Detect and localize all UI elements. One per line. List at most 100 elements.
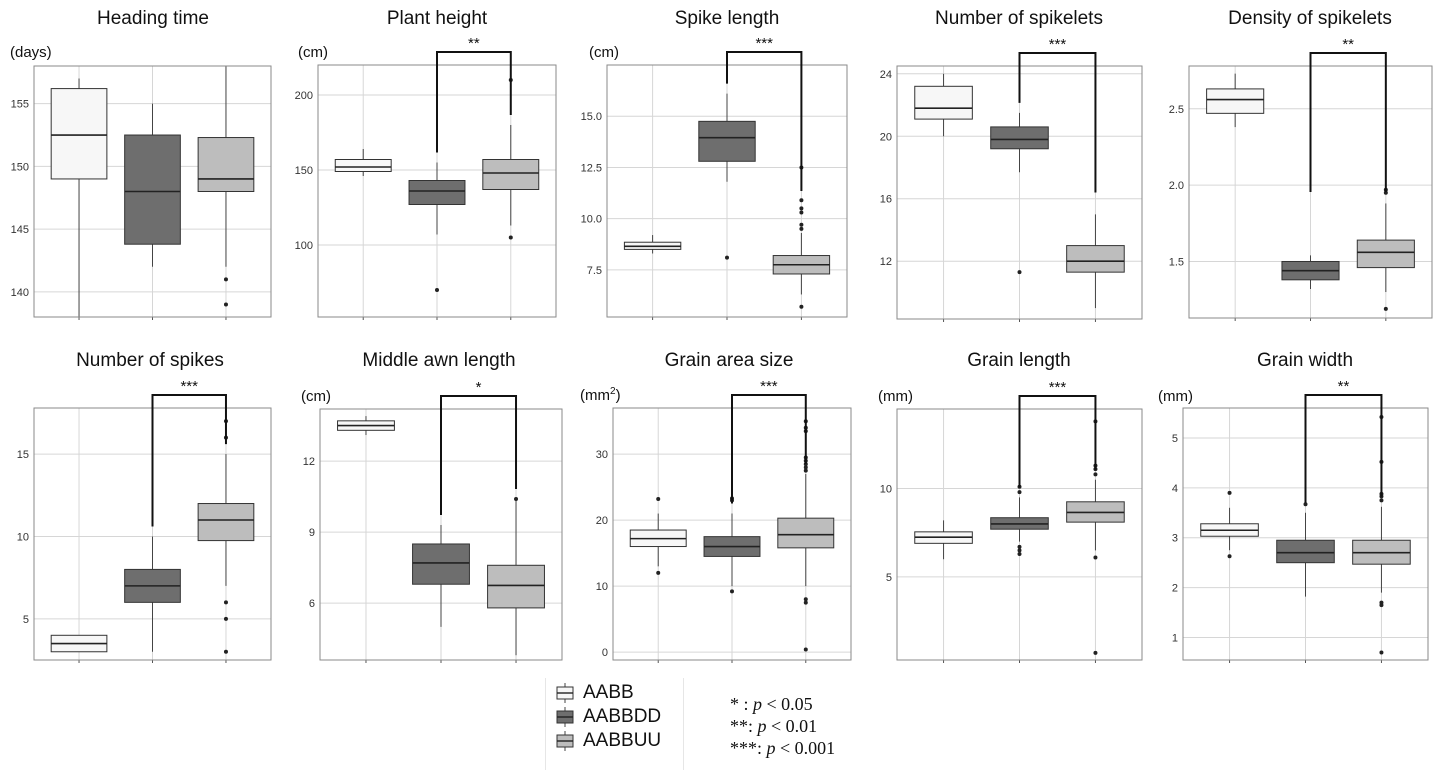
significance-label: *** — [760, 378, 778, 395]
outlier-point — [435, 288, 439, 292]
tick-label-y: 10.0 — [581, 214, 602, 226]
legend-key-aabbdd — [556, 706, 574, 728]
legend-glyph — [556, 707, 574, 727]
outlier-point — [1379, 603, 1384, 608]
outlier-point — [223, 649, 228, 654]
tick-label-y: 6 — [309, 598, 315, 610]
box-plot-number-of-spikes: 5 10 15 *** — [17, 378, 272, 663]
tick-label-y: 4 — [1172, 483, 1178, 495]
outlier-point — [725, 255, 729, 260]
outlier-point — [803, 468, 808, 473]
tick-label-y: 155 — [11, 99, 29, 111]
box-aabbuu — [197, 419, 255, 654]
chart-title-heading-time: Heading time — [97, 8, 209, 29]
legend-label: AABBUU — [583, 730, 662, 751]
outlier-point — [1227, 554, 1232, 559]
box-aabbuu — [482, 78, 540, 240]
box-iqr — [1356, 239, 1415, 269]
box-aabb — [1200, 490, 1259, 559]
significance-bracket — [436, 51, 512, 153]
legend-glyph — [556, 683, 574, 703]
significance-row: ***: p < 0.001 — [730, 738, 835, 760]
significance-label: * — [476, 379, 482, 396]
chart-title-number-of-spikelets: Number of spikelets — [935, 8, 1103, 29]
outlier-point — [1303, 502, 1308, 507]
tick-label-y: 150 — [295, 165, 313, 177]
tick-label-y: 1.5 — [1169, 256, 1184, 268]
tick-label-y: 12.5 — [581, 162, 602, 174]
legend-key-aabbuu — [556, 730, 574, 752]
significance-label: *** — [755, 35, 773, 52]
outlier-point — [514, 496, 519, 501]
unit-label-grain-length: (mm) — [878, 388, 913, 405]
outlier-point — [799, 206, 804, 211]
outlier-point — [799, 226, 804, 231]
box-plot-density-of-spikelets: 1.5 2.0 2.5 ** — [1169, 36, 1433, 321]
box-aabbdd — [124, 536, 181, 652]
unit-label-heading-time: (days) — [10, 44, 52, 61]
tick-label-y: 30 — [596, 449, 608, 461]
plot-frame — [33, 65, 272, 318]
significance-row: * : p < 0.05 — [730, 694, 835, 716]
box-aabb — [337, 416, 395, 436]
box-aabb — [334, 149, 392, 176]
legend-item-aabbdd: AABBDD — [556, 706, 661, 728]
outlier-point — [1017, 490, 1022, 495]
sig-stars: ***: — [730, 738, 767, 758]
legend-glyph — [556, 731, 574, 751]
outlier-point — [1017, 548, 1022, 553]
box-aabbdd — [990, 112, 1049, 275]
box-aabbuu — [1066, 214, 1125, 309]
tick-label-y: 5 — [1172, 433, 1178, 445]
tick-label-y: 9 — [309, 527, 315, 539]
outlier-point — [223, 277, 228, 282]
box-iqr — [50, 88, 108, 180]
outlier-point — [803, 465, 808, 470]
box-iqr — [1276, 539, 1335, 564]
outlier-point — [508, 235, 513, 240]
unit-label-grain-area-size: (mm2) — [580, 386, 621, 404]
tick-label-y: 5 — [886, 572, 892, 584]
outlier-point — [803, 600, 808, 605]
outlier-point — [1379, 650, 1384, 655]
chart-title-grain-area-size: Grain area size — [664, 350, 794, 371]
box-iqr — [487, 564, 545, 609]
box-iqr — [412, 543, 470, 585]
significance-bracket — [1018, 395, 1097, 488]
legend-key-aabb — [556, 682, 574, 704]
significance-bracket — [726, 51, 803, 191]
tick-label-y: 5 — [23, 614, 29, 626]
sig-p: p — [757, 716, 767, 736]
tick-label-y: 7.5 — [587, 265, 602, 277]
box-aabbdd — [124, 103, 181, 267]
tick-label-y: 10 — [17, 531, 29, 543]
outlier-point — [803, 597, 808, 602]
outlier-point — [803, 647, 808, 652]
outlier-point — [1379, 498, 1384, 503]
box-plot-number-of-spikelets: 12 16 20 24 *** — [880, 36, 1143, 322]
box-aabb — [629, 497, 687, 575]
box-aabbuu — [777, 419, 835, 652]
tick-label-y: 200 — [295, 90, 313, 102]
outlier-point — [223, 616, 228, 621]
outlier-point — [656, 570, 661, 575]
sig-threshold: < 0.001 — [775, 738, 836, 758]
chart-title-grain-length: Grain length — [967, 350, 1071, 371]
tick-label-y: 3 — [1172, 533, 1178, 545]
legend: AABB AABBDD AABBUU — [545, 678, 684, 770]
tick-label-y: 0 — [602, 647, 608, 659]
significance-label: *** — [1049, 36, 1067, 53]
box-iqr — [1066, 245, 1125, 273]
box-iqr — [334, 159, 392, 172]
significance-bracket — [440, 395, 518, 516]
significance-label: ** — [1338, 378, 1350, 395]
box-plot-grain-length: 5 10 *** — [880, 379, 1143, 663]
tick-label-y: 10 — [880, 484, 892, 496]
box-plot-grain-width: 1 2 3 4 5 ** — [1172, 378, 1429, 663]
chart-title-number-of-spikes: Number of spikes — [76, 350, 224, 371]
significance-bracket — [731, 394, 807, 504]
outlier-point — [1093, 650, 1098, 655]
outlier-point — [1093, 472, 1098, 477]
significance-bracket — [1309, 52, 1387, 192]
box-iqr — [990, 126, 1049, 150]
